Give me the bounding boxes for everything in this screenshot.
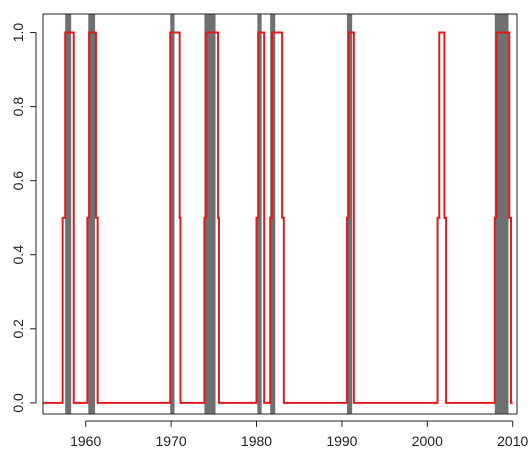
x-tick-label: 1960 (70, 433, 101, 449)
y-tick-label: 0.2 (10, 319, 26, 339)
x-tick-label: 2010 (497, 433, 528, 449)
shaded-period-4 (257, 14, 262, 414)
x-tick-label: 2000 (412, 433, 443, 449)
shaded-period-1 (88, 14, 96, 414)
shaded-periods (65, 14, 509, 414)
shaded-period-7 (494, 14, 509, 414)
x-tick-label: 1970 (156, 433, 187, 449)
shaded-period-0 (65, 14, 72, 414)
y-tick-label: 0.0 (10, 393, 26, 413)
x-tick-label: 1990 (326, 433, 357, 449)
plot-frame (42, 13, 518, 415)
y-tick-label: 0.8 (10, 97, 26, 117)
x-tick-label: 1980 (241, 433, 272, 449)
series-line-0 (43, 31, 513, 404)
y-tick-label: 1.0 (10, 23, 26, 43)
shaded-period-3 (204, 14, 216, 414)
series-layer (43, 31, 513, 404)
y-tick-label: 0.6 (10, 171, 26, 191)
shaded-period-2 (170, 14, 175, 414)
y-axis: 0.0 0.2 0.4 0.6 0.8 1.0 (10, 23, 37, 413)
y-tick-label: 0.4 (10, 245, 26, 265)
x-axis: 1960 1970 1980 1990 2000 2010 (70, 420, 529, 449)
